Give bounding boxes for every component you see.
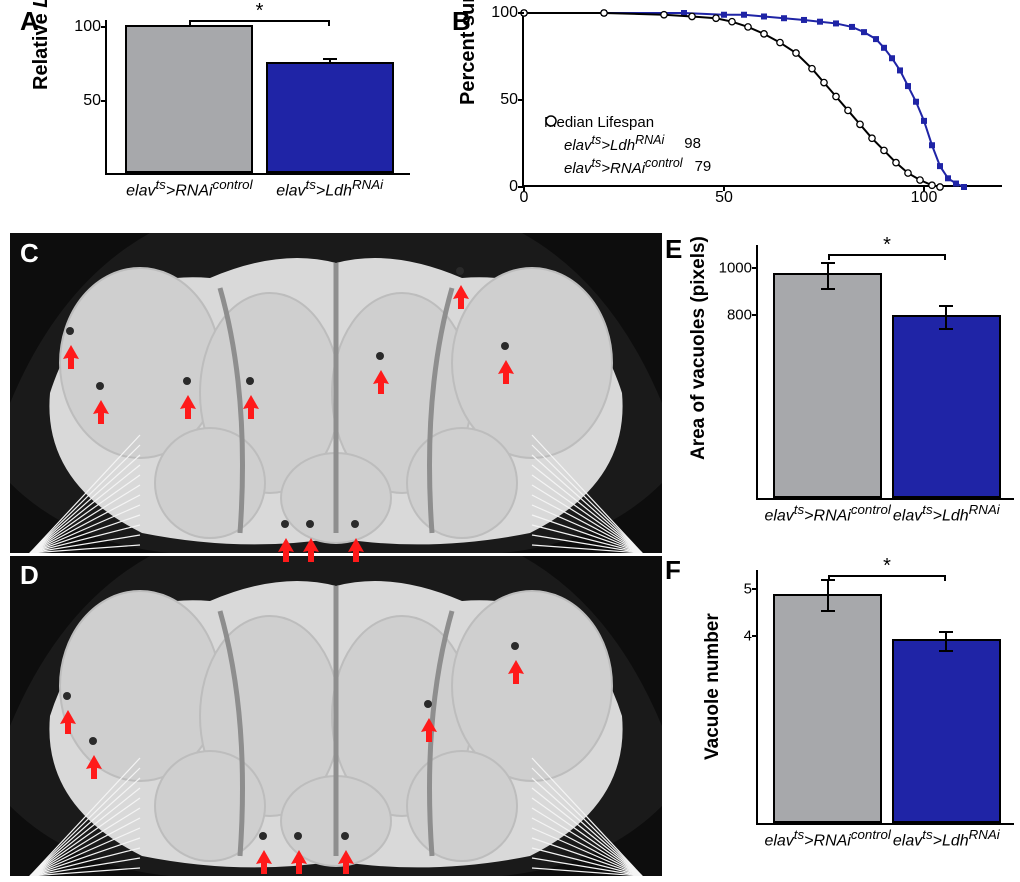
panel-C-histology-image: [10, 233, 662, 553]
panel-label-E: E: [665, 234, 682, 265]
ytick: 5: [712, 580, 758, 597]
red-arrow-icon: [178, 395, 198, 424]
xtick: 0: [520, 185, 529, 207]
red-arrow-icon: [506, 660, 526, 689]
red-arrow-icon: [61, 345, 81, 374]
panel-B-chart-area: Median Lifespan elavts>LdhRNAi 98 elavts…: [522, 13, 1002, 187]
xtick: elavts>RNAicontrol: [126, 173, 252, 200]
red-arrow-icon: [241, 395, 261, 424]
panel-label-D: D: [20, 560, 39, 591]
red-arrow-icon: [276, 538, 296, 567]
ytick: 1000: [712, 260, 758, 277]
ytick: 100: [484, 4, 524, 22]
red-arrow-icon: [419, 718, 439, 747]
red-arrow-icon: [58, 710, 78, 739]
panel-E-bar-chart: Area of vacuoles (pixels) 8001000elavts>…: [700, 235, 1020, 535]
panel-E-chart-area: 8001000elavts>RNAicontrolelavts>LdhRNAi*: [756, 245, 1014, 500]
xtick: 100: [911, 185, 938, 207]
xtick: elavts>RNAicontrol: [764, 498, 890, 525]
panel-label-C: C: [20, 238, 39, 269]
panel-B-legend: Median Lifespan elavts>LdhRNAi 98 elavts…: [544, 114, 711, 179]
panel-E-y-axis-label: Area of vacuoles (pixels): [688, 236, 710, 460]
legend-row-ctrl: elavts>RNAicontrol 79: [544, 156, 711, 177]
legend-marker-circle-icon: [544, 160, 558, 174]
panel-F-bar-chart: Vacuole number 45elavts>RNAicontrolelavt…: [700, 560, 1020, 860]
ytick: 0: [484, 178, 524, 196]
bar-treatment: [892, 639, 1000, 823]
ytick: 50: [67, 92, 107, 110]
legend-median-treat: 98: [684, 135, 701, 152]
xtick: elavts>LdhRNAi: [276, 173, 383, 200]
red-arrow-icon: [91, 400, 111, 429]
panel-A-chart-area: 50100elavts>RNAicontrolelavts>LdhRNAi*: [105, 20, 410, 175]
panel-B-survival-chart: Percent survival Median Lifespan elavts>…: [460, 5, 1015, 227]
red-arrow-icon: [451, 285, 471, 314]
xtick: elavts>RNAicontrol: [764, 823, 890, 850]
red-arrow-icon: [254, 850, 274, 879]
red-arrow-icon: [496, 360, 516, 389]
legend-marker-square-icon: [544, 137, 558, 151]
panel-F-chart-area: 45elavts>RNAicontrolelavts>LdhRNAi*: [756, 570, 1014, 825]
xtick: elavts>LdhRNAi: [893, 498, 1000, 525]
xtick: 50: [715, 185, 733, 207]
panel-A-y-axis-label: Relative Ldh expression (%): [30, 0, 53, 90]
red-arrow-icon: [371, 370, 391, 399]
bar-treatment: [892, 315, 1000, 498]
legend-median-ctrl: 79: [695, 158, 712, 175]
panel-label-F: F: [665, 555, 681, 586]
red-arrow-icon: [289, 850, 309, 879]
legend-title: Median Lifespan: [544, 114, 711, 131]
bar-treatment: [266, 62, 394, 173]
bar-control: [125, 25, 253, 173]
panel-A-bar-chart: Relative Ldh expression (%) 50100elavts>…: [35, 10, 415, 225]
xtick: elavts>LdhRNAi: [893, 823, 1000, 850]
ytick: 4: [712, 628, 758, 645]
legend-row-treat: elavts>LdhRNAi 98: [544, 133, 711, 154]
panel-B-y-axis-label: Percent survival: [457, 0, 480, 105]
red-arrow-icon: [336, 850, 356, 879]
red-arrow-icon: [84, 755, 104, 784]
bar-control: [773, 594, 881, 823]
panel-D-histology-image: [10, 556, 662, 876]
legend-label-ctrl: elavts>RNAicontrol: [564, 156, 683, 177]
red-arrow-icon: [346, 538, 366, 567]
ytick: 50: [484, 91, 524, 109]
bar-control: [773, 273, 881, 498]
legend-label-treat: elavts>LdhRNAi: [564, 133, 664, 154]
ytick: 100: [67, 18, 107, 36]
red-arrow-icon: [301, 538, 321, 567]
ytick: 800: [712, 306, 758, 323]
